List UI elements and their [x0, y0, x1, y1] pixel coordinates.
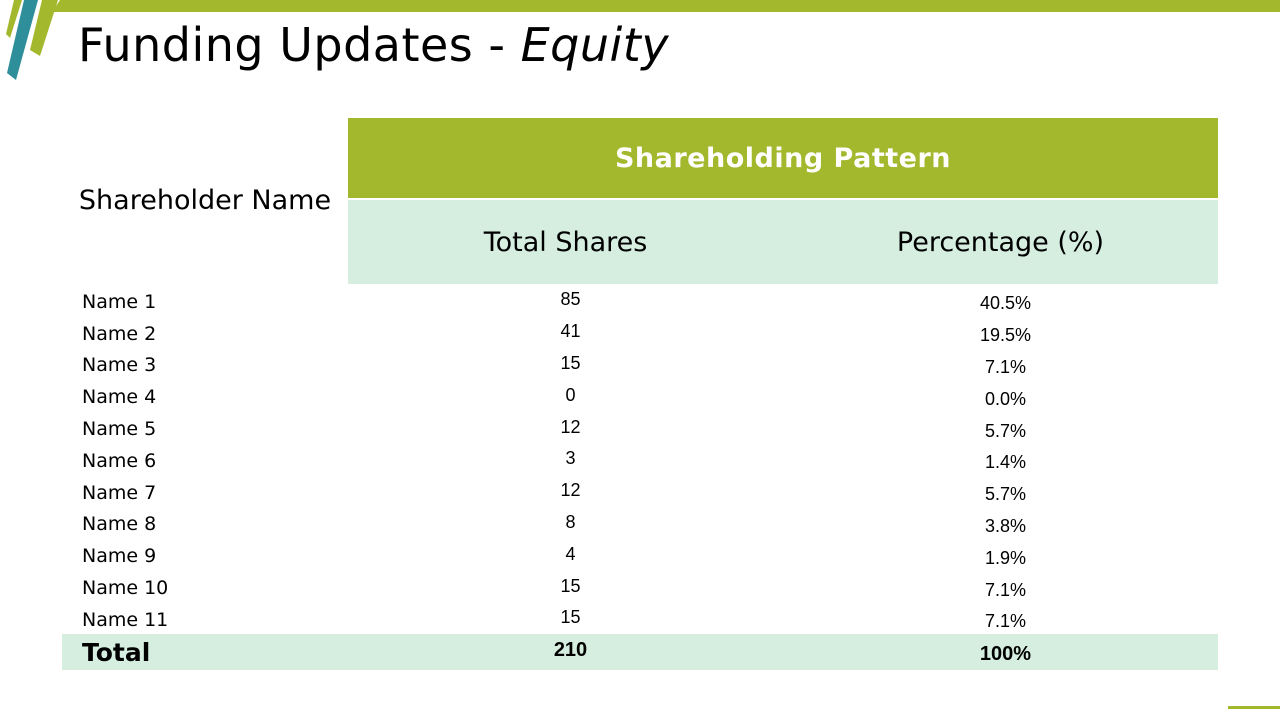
- table-row: Name 6 3 1.4%: [62, 445, 1218, 477]
- teal-stripe: [7, 0, 38, 80]
- percentage-value: 5.7%: [984, 484, 1027, 505]
- total-shares-value: 4: [565, 543, 576, 564]
- shareholder-name: Name 2: [82, 322, 157, 345]
- total-shares-value: 8: [565, 511, 576, 532]
- table-row: Name 2 41 19.5%: [62, 318, 1218, 350]
- shareholder-name: Name 8: [82, 513, 157, 536]
- total-shares-value: 85: [560, 289, 581, 310]
- shareholder-name-header: Shareholder Name: [78, 184, 332, 216]
- percentage-value: 7.1%: [984, 579, 1027, 600]
- total-shares-value: 12: [560, 416, 581, 437]
- total-shares-value: 0: [565, 384, 576, 405]
- title-italic: Equity: [520, 18, 670, 72]
- total-shares-value: 15: [560, 607, 581, 628]
- table-row: Name 7 12 5.7%: [62, 477, 1218, 509]
- percentage-value: 1.9%: [984, 547, 1027, 568]
- percentage-header: Percentage (%): [896, 226, 1105, 258]
- total-shares-header: Total Shares: [483, 226, 648, 258]
- table-row: Name 8 8 3.8%: [62, 509, 1218, 541]
- total-label: Total: [82, 637, 151, 667]
- shareholder-name: Name 6: [82, 449, 157, 472]
- total-shares-value: 3: [565, 448, 576, 469]
- shareholder-table-body: Name 1 85 40.5% Name 2 41 19.5% Name 3 1…: [62, 286, 1218, 636]
- small-green-stripe: [6, 0, 22, 38]
- green-stripe: [30, 0, 58, 56]
- table-row: Name 4 0 0.0%: [62, 381, 1218, 413]
- total-percentage: 100%: [979, 642, 1032, 665]
- table-row: Name 9 4 1.9%: [62, 540, 1218, 572]
- percentage-value: 40.5%: [979, 293, 1032, 314]
- table-row: Name 10 15 7.1%: [62, 572, 1218, 604]
- percentage-value: 19.5%: [979, 325, 1032, 346]
- shareholder-name: Name 3: [82, 354, 157, 377]
- table-row: Name 3 15 7.1%: [62, 350, 1218, 382]
- shareholder-name: Name 10: [82, 577, 169, 600]
- shareholder-name: Name 5: [82, 418, 157, 441]
- total-shares-value: 41: [560, 321, 581, 342]
- table-row: Name 5 12 5.7%: [62, 413, 1218, 445]
- total-shares-sum: 210: [553, 638, 588, 661]
- table-row: Name 11 15 7.1%: [62, 604, 1218, 636]
- top-green-bar: [52, 0, 1280, 12]
- subheader-band: Total Shares Percentage (%): [348, 200, 1218, 284]
- shareholder-name: Name 11: [82, 608, 169, 631]
- total-shares-value: 15: [560, 575, 581, 596]
- footer-accent-line: [1228, 706, 1280, 709]
- percentage-value: 1.4%: [984, 452, 1027, 473]
- total-row: Total 210 100%: [62, 634, 1218, 670]
- shareholder-name: Name 4: [82, 386, 157, 409]
- percentage-value: 3.8%: [984, 515, 1027, 536]
- percentage-value: 7.1%: [984, 611, 1027, 632]
- page-title: Funding Updates - Equity: [78, 18, 669, 72]
- title-main: Funding Updates -: [78, 18, 521, 72]
- percentage-value: 7.1%: [984, 356, 1027, 377]
- shareholder-name: Name 9: [82, 545, 157, 568]
- shareholder-name: Name 7: [82, 481, 157, 504]
- total-shares-value: 12: [560, 480, 581, 501]
- percentage-value: 5.7%: [984, 420, 1027, 441]
- shareholding-pattern-header: Shareholding Pattern: [348, 118, 1218, 198]
- shareholder-name: Name 1: [82, 290, 157, 313]
- table-row: Name 1 85 40.5%: [62, 286, 1218, 318]
- total-shares-value: 15: [560, 352, 581, 373]
- percentage-value: 0.0%: [984, 388, 1027, 409]
